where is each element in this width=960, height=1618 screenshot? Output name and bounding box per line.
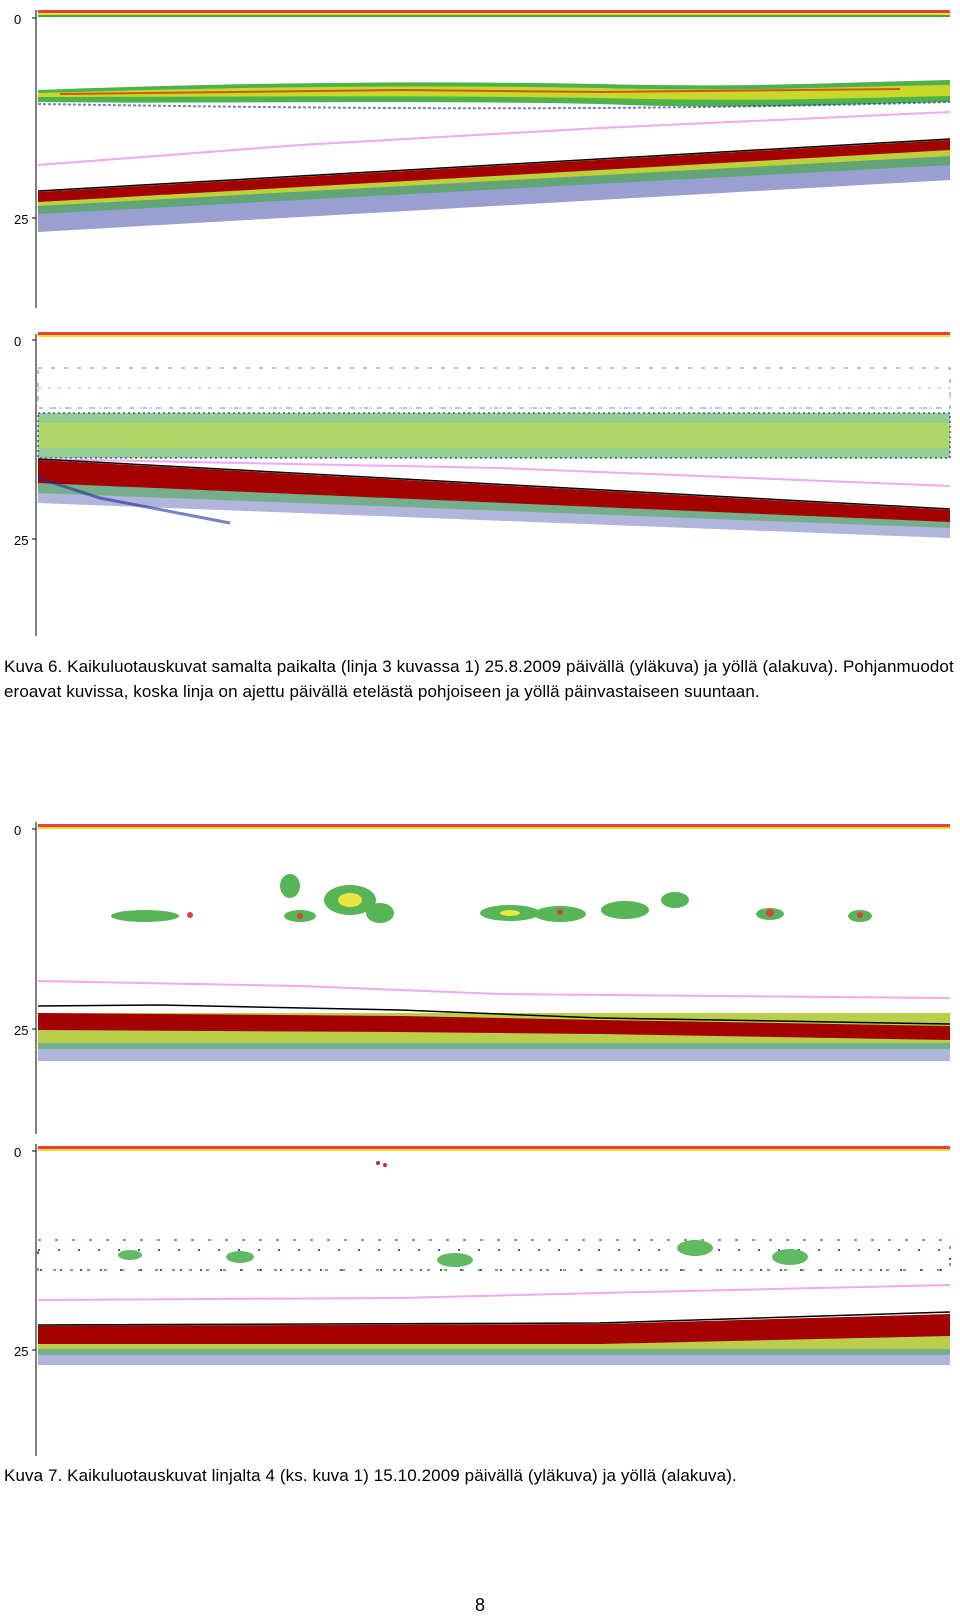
depth-tick-0: 0: [14, 1145, 21, 1160]
depth-tick-0: 0: [14, 12, 21, 27]
page-number: 8: [474, 1595, 485, 1615]
echogram-svg: 0 25: [0, 818, 960, 1136]
echogram-fig6-day: 0 25: [0, 0, 960, 310]
figure-caption-7: Kuva 7. Kaikuluotauskuvat linjalta 4 (ks…: [4, 1466, 737, 1485]
depth-tick-25: 25: [14, 1344, 28, 1359]
depth-tick-25: 25: [14, 1023, 28, 1038]
echogram-fig7-day: 0 25: [0, 818, 960, 1136]
depth-tick-25: 25: [14, 212, 28, 227]
depth-tick-25: 25: [14, 533, 28, 548]
echogram-fig7-night: 0 25: [0, 1140, 960, 1458]
echogram-fig6-night: 0 25: [0, 328, 960, 638]
echogram-svg: 0 25: [0, 1140, 960, 1458]
figure-caption-6: Kuva 6. Kaikuluotauskuvat samalta paikal…: [4, 657, 954, 701]
depth-tick-0: 0: [14, 334, 21, 349]
echogram-svg: 0 25: [0, 0, 960, 310]
depth-tick-0: 0: [14, 823, 21, 838]
echogram-svg: 0 25: [0, 328, 960, 638]
